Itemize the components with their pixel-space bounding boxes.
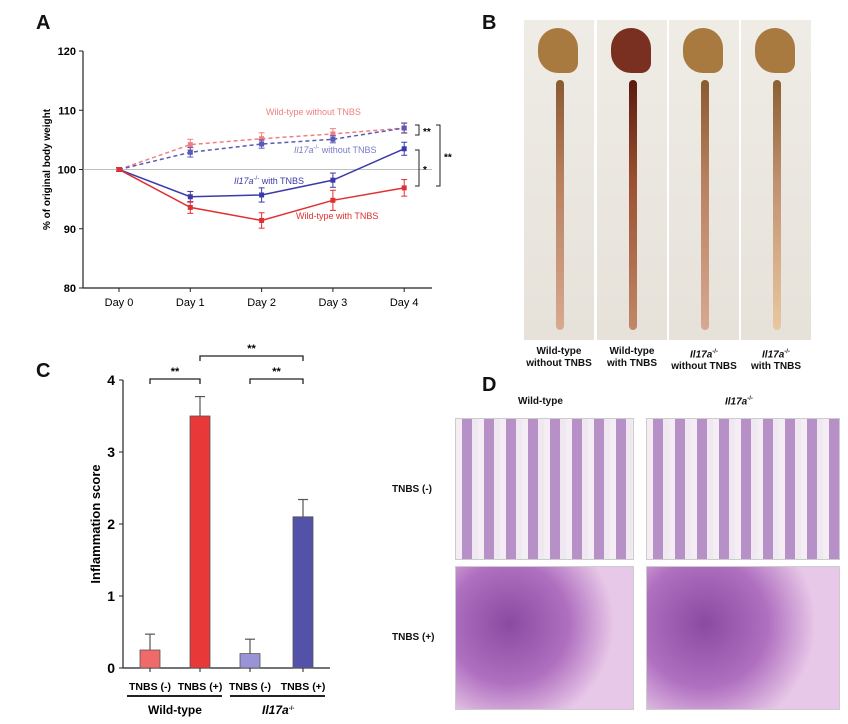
colon-image (556, 80, 564, 330)
series-label: Wild-type without TNBS (266, 107, 361, 117)
y-axis-label: Inflammation score (88, 464, 103, 583)
colon-photo (597, 20, 667, 340)
data-point (187, 142, 193, 148)
photo-label: Wild-type with TNBS (607, 346, 657, 369)
y-tick-label: 110 (58, 105, 76, 117)
y-tick-label: 90 (64, 224, 76, 236)
significance-label: ** (247, 343, 256, 355)
x-tick-label: TNBS (-) (129, 681, 171, 693)
column-label: Wild-type (518, 396, 563, 407)
panel-c-label: C (36, 360, 51, 382)
panel-a-label: A (36, 12, 51, 34)
y-tick-label: 2 (107, 516, 115, 532)
data-point (401, 185, 407, 191)
data-point (401, 125, 407, 131)
row-label: TNBS (-) (392, 484, 432, 495)
significance-bracket-label: * (423, 165, 427, 176)
bar (139, 649, 161, 669)
y-tick-label: 1 (107, 588, 115, 604)
x-tick-label: TNBS (-) (229, 681, 271, 693)
data-point (187, 149, 193, 155)
significance-label: ** (171, 366, 180, 378)
data-point (259, 136, 265, 142)
column-label: Il17a-/- (725, 396, 753, 408)
significance-bracket (199, 355, 304, 361)
x-tick-label: Day 1 (176, 297, 205, 309)
photo-label: Wild-type without TNBS (526, 346, 592, 369)
y-axis-label: % of original body weight (42, 108, 53, 230)
colon-image (773, 80, 781, 330)
significance-bracket (436, 124, 441, 187)
series-label: Il17a-/- without TNBS (294, 145, 377, 155)
x-tick-label: TNBS (+) (281, 681, 326, 693)
data-point (259, 192, 265, 198)
colon-image (629, 80, 637, 330)
data-point (259, 217, 265, 223)
y-tick-label: 0 (107, 660, 115, 676)
significance-bracket (415, 124, 420, 136)
series-label: Il17a-/- with TNBS (234, 176, 304, 186)
bar (239, 653, 261, 669)
histology-image (455, 566, 634, 710)
histology-image (646, 566, 840, 710)
cecum-image (683, 28, 723, 73)
significance-bracket (249, 378, 304, 384)
data-point (401, 146, 407, 152)
significance-bracket (415, 149, 420, 187)
y-tick-label: 120 (58, 46, 76, 58)
data-point (259, 141, 265, 147)
colon-image (701, 80, 709, 330)
cecum-image (611, 28, 651, 73)
group-label: Il17a-/- (262, 703, 294, 717)
data-point (116, 167, 122, 172)
x-tick-label: Day 3 (319, 297, 348, 309)
row-label: TNBS (+) (392, 632, 435, 643)
series-label: Wild-type with TNBS (296, 211, 378, 221)
significance-label: ** (272, 366, 281, 378)
colon-photo (741, 20, 811, 340)
colon-photo (669, 20, 739, 340)
panel-d-label: D (482, 374, 497, 396)
cecum-image (538, 28, 578, 73)
histology-image (646, 418, 840, 560)
photo-label: Il17a-/- without TNBS (671, 349, 737, 373)
data-point (330, 136, 336, 142)
data-point (330, 131, 336, 137)
x-tick-label: Day 0 (105, 297, 134, 309)
colon-photo (524, 20, 594, 340)
series-line (118, 127, 405, 171)
x-tick-label: TNBS (+) (178, 681, 223, 693)
x-tick-label: Day 2 (247, 297, 276, 309)
cecum-image (755, 28, 795, 73)
y-tick-label: 3 (107, 444, 115, 460)
body-weight-line-chart: 80 90 100 110 120 Day 0 Day 1 Day 2 Day 3 Day 4 % … (42, 46, 452, 309)
x-tick-label: Day 4 (390, 297, 419, 309)
bar (189, 415, 211, 669)
inflammation-bar-chart: 0 1 2 3 4 Inflammation score TNBS (-) TNBS (+) T… (88, 343, 330, 717)
y-tick-label: 100 (58, 165, 76, 177)
y-tick-label: 80 (64, 283, 76, 295)
group-label: Wild-type (148, 703, 202, 717)
data-point (330, 197, 336, 203)
histology-image (455, 418, 634, 560)
data-point (187, 204, 193, 210)
y-tick-label: 4 (107, 372, 115, 388)
significance-bracket (149, 378, 201, 384)
panel-b-label: B (482, 12, 497, 34)
data-point (330, 177, 336, 183)
data-point (187, 194, 193, 200)
bar (292, 516, 314, 669)
significance-bracket-label: ** (423, 127, 431, 138)
photo-label: Il17a-/- with TNBS (751, 349, 801, 373)
significance-bracket-label: ** (444, 153, 452, 164)
